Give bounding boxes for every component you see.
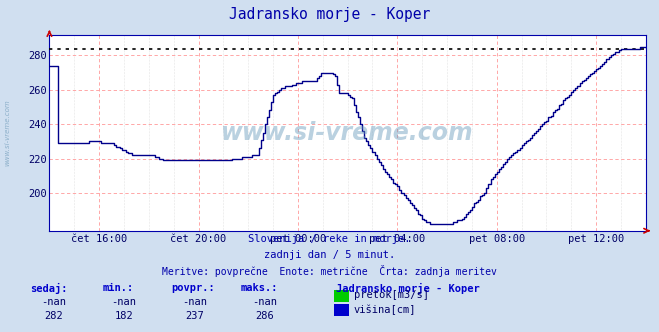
Text: 182: 182 [115,311,133,321]
Text: zadnji dan / 5 minut.: zadnji dan / 5 minut. [264,250,395,260]
Text: Jadransko morje - Koper: Jadransko morje - Koper [336,283,480,294]
Text: pretok[m3/s]: pretok[m3/s] [354,290,429,300]
Text: višina[cm]: višina[cm] [354,304,416,315]
Text: 282: 282 [45,311,63,321]
Text: Meritve: povprečne  Enote: metrične  Črta: zadnja meritev: Meritve: povprečne Enote: metrične Črta:… [162,265,497,277]
Text: povpr.:: povpr.: [171,283,215,293]
Text: 237: 237 [185,311,204,321]
Text: -nan: -nan [42,297,67,307]
Text: maks.:: maks.: [241,283,278,293]
Text: sedaj:: sedaj: [30,283,67,294]
Text: Slovenija / reke in morje.: Slovenija / reke in morje. [248,234,411,244]
Text: www.si-vreme.com: www.si-vreme.com [221,121,474,145]
Text: -nan: -nan [252,297,277,307]
Text: www.si-vreme.com: www.si-vreme.com [4,99,10,166]
Text: -nan: -nan [182,297,207,307]
Text: -nan: -nan [111,297,136,307]
Text: 286: 286 [256,311,274,321]
Text: Jadransko morje - Koper: Jadransko morje - Koper [229,7,430,22]
Text: min.:: min.: [102,283,133,293]
